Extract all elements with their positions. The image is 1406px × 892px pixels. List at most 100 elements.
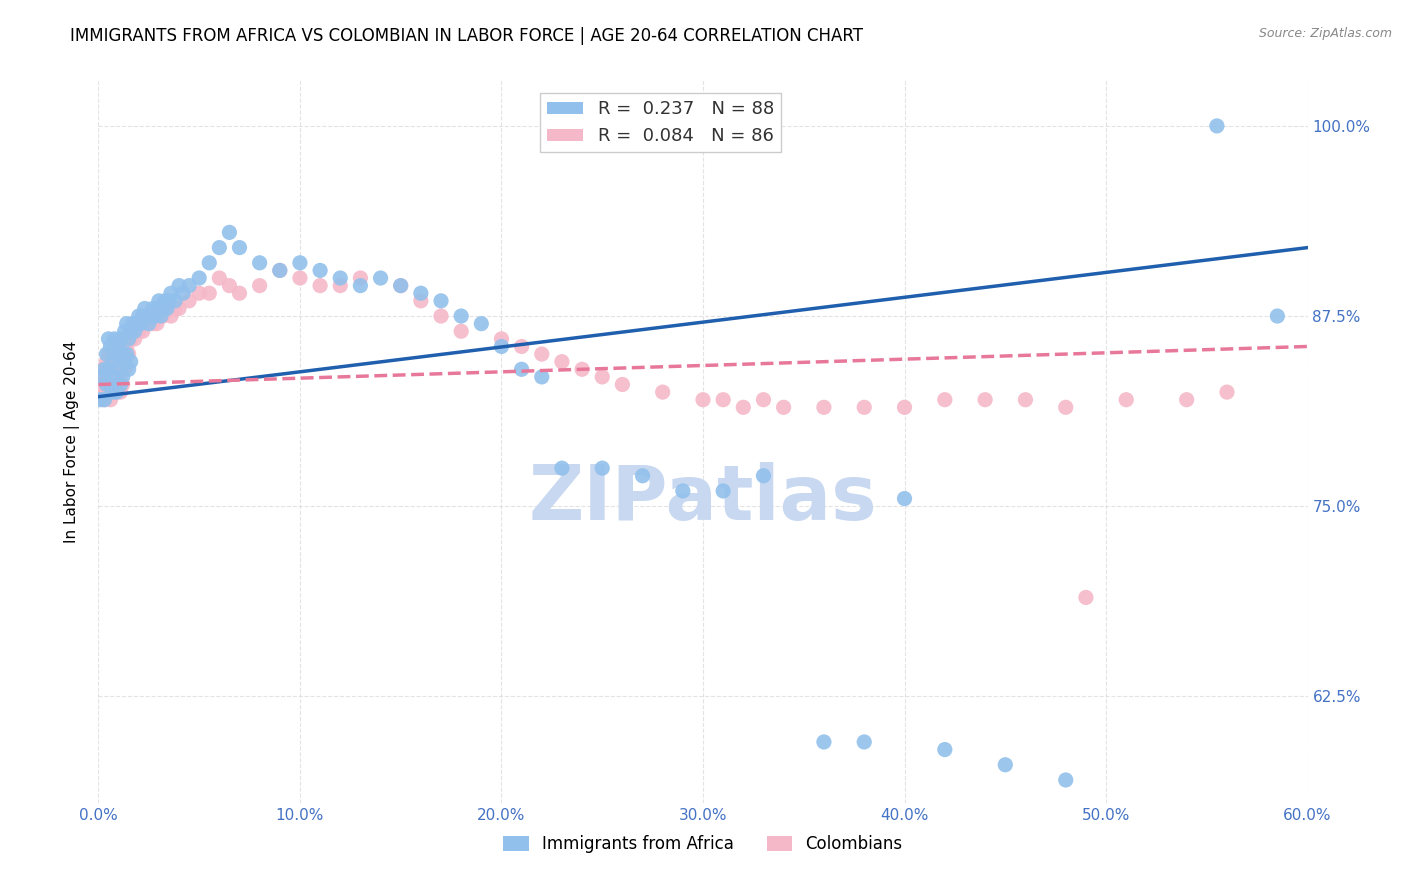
Point	[139, 309, 162, 323]
Point	[125, 324, 148, 338]
Point	[120, 332, 142, 346]
Point	[530, 347, 553, 361]
Point	[430, 309, 453, 323]
Point	[389, 278, 412, 293]
Point	[91, 362, 114, 376]
Point	[934, 742, 956, 756]
Point	[218, 278, 240, 293]
Point	[107, 339, 129, 353]
Point	[146, 301, 169, 316]
Point	[156, 301, 179, 316]
Point	[96, 347, 118, 361]
Point	[167, 278, 190, 293]
Point	[152, 301, 174, 316]
Point	[143, 309, 166, 323]
Point	[692, 392, 714, 407]
Point	[114, 362, 136, 376]
Point	[893, 401, 915, 415]
Point	[115, 339, 138, 353]
Point	[167, 301, 190, 316]
Point	[179, 278, 201, 293]
Point	[138, 317, 160, 331]
Point	[772, 401, 794, 415]
Point	[118, 332, 141, 346]
Point	[711, 392, 734, 407]
Point	[97, 332, 120, 346]
Point	[132, 309, 155, 323]
Point	[160, 309, 183, 323]
Point	[672, 483, 695, 498]
Point	[115, 347, 138, 361]
Point	[96, 354, 118, 368]
Point	[752, 392, 775, 407]
Point	[591, 370, 613, 384]
Point	[142, 317, 165, 331]
Point	[121, 317, 143, 331]
Point	[120, 324, 142, 338]
Point	[491, 339, 513, 353]
Point	[107, 370, 129, 384]
Point	[571, 362, 593, 376]
Point	[148, 293, 170, 308]
Point	[163, 301, 186, 316]
Point	[153, 293, 176, 308]
Point	[711, 483, 734, 498]
Text: Source: ZipAtlas.com: Source: ZipAtlas.com	[1258, 27, 1392, 40]
Point	[97, 347, 120, 361]
Point	[510, 362, 533, 376]
Point	[97, 377, 120, 392]
Point	[111, 347, 134, 361]
Point	[129, 317, 152, 331]
Y-axis label: In Labor Force | Age 20-64: In Labor Force | Age 20-64	[63, 341, 80, 542]
Point	[1175, 392, 1198, 407]
Point	[111, 370, 134, 384]
Point	[125, 317, 148, 331]
Point	[105, 385, 128, 400]
Point	[107, 347, 129, 361]
Point	[105, 354, 128, 368]
Point	[491, 332, 513, 346]
Point	[120, 354, 142, 368]
Point	[135, 309, 157, 323]
Point	[115, 317, 138, 331]
Point	[129, 317, 152, 331]
Point	[118, 362, 141, 376]
Point	[409, 293, 432, 308]
Point	[733, 401, 755, 415]
Point	[329, 271, 352, 285]
Point	[813, 401, 835, 415]
Point	[249, 278, 271, 293]
Point	[111, 347, 134, 361]
Point	[510, 339, 533, 353]
Point	[100, 362, 122, 376]
Point	[101, 354, 124, 368]
Point	[143, 309, 166, 323]
Text: IMMIGRANTS FROM AFRICA VS COLOMBIAN IN LABOR FORCE | AGE 20-64 CORRELATION CHART: IMMIGRANTS FROM AFRICA VS COLOMBIAN IN L…	[70, 27, 863, 45]
Point	[110, 332, 132, 346]
Point	[100, 377, 122, 392]
Point	[128, 309, 150, 323]
Point	[208, 241, 231, 255]
Point	[631, 468, 654, 483]
Point	[128, 324, 150, 338]
Point	[149, 309, 172, 323]
Point	[148, 309, 170, 323]
Point	[188, 271, 211, 285]
Point	[409, 286, 432, 301]
Point	[152, 309, 174, 323]
Point	[309, 278, 332, 293]
Point	[349, 271, 371, 285]
Text: ZIPatlas: ZIPatlas	[529, 462, 877, 536]
Point	[329, 278, 352, 293]
Point	[118, 347, 141, 361]
Point	[114, 354, 136, 368]
Point	[370, 271, 392, 285]
Point	[651, 385, 673, 400]
Point	[114, 332, 136, 346]
Point	[101, 385, 124, 400]
Point	[124, 324, 146, 338]
Point	[100, 392, 122, 407]
Legend: Immigrants from Africa, Colombians: Immigrants from Africa, Colombians	[496, 828, 910, 860]
Point	[853, 735, 876, 749]
Point	[101, 385, 124, 400]
